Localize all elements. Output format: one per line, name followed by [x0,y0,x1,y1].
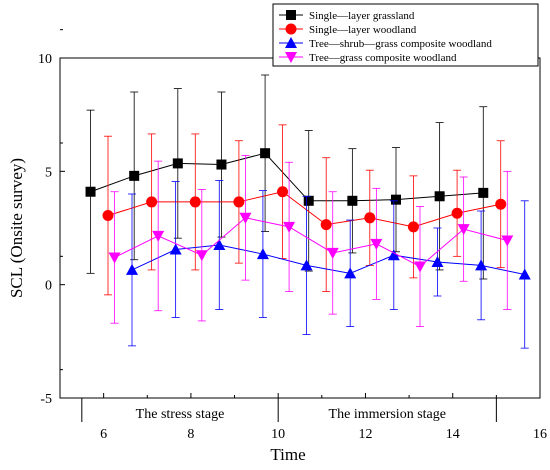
legend-swatch-marker [285,37,297,48]
data-point [189,196,201,208]
y-tick-label: 10 [38,52,52,67]
legend-label: Tree—shrub—grass composite woodland [309,38,492,50]
data-point [478,187,489,198]
data-point [102,210,114,222]
series-3 [108,155,514,328]
x-tick-label: 6 [100,427,107,442]
y-tick-label: 5 [45,165,52,180]
data-point [414,261,426,273]
y-tick-label: -5 [40,392,52,407]
data-point [451,207,463,219]
stage-label-immersion: The immersion stage [329,407,446,422]
data-point [320,219,332,231]
data-point [391,194,401,205]
data-point [326,247,339,259]
x-tick-label: 14 [446,427,460,442]
data-point [434,191,445,202]
x-tick-label: 10 [271,427,285,442]
data-point [518,268,531,280]
data-point [277,186,289,198]
series-2 [126,179,531,349]
data-point [501,235,514,247]
data-point [370,238,383,250]
y-axis-title: SCL (Onsite survey) [7,158,26,298]
data-point [146,196,158,208]
data-point [300,259,313,271]
data-point [256,248,269,260]
data-point [213,239,226,250]
legend-label: Single—layer woodland [309,24,417,36]
data-point [152,230,165,242]
legend-label: Tree—grass composite woodland [309,52,457,64]
data-point [172,158,183,169]
series-line [90,152,484,202]
data-point [495,198,507,210]
data-point [233,196,245,208]
legend-swatch-marker [285,23,297,35]
data-point [239,212,252,224]
data-point [344,267,357,279]
data-point [475,259,488,271]
data-point [457,224,470,236]
data-point [195,250,208,262]
data-point [129,170,140,181]
data-point [364,212,376,224]
legend-swatch-marker [286,10,296,20]
data-point [283,221,296,233]
data-point [407,221,419,233]
y-tick-label: 0 [45,279,52,294]
data-point [387,249,400,261]
x-tick-label: 8 [187,427,194,442]
legend-swatch-marker [285,52,297,63]
x-tick-label: 16 [533,427,547,442]
x-axis-title: Time [270,445,305,464]
legend-label: Single—layer grassland [309,10,415,22]
data-point [85,186,96,197]
data-point [169,243,182,255]
data-point [347,195,358,206]
data-point [303,195,314,206]
data-point [126,263,138,275]
data-point [431,256,444,267]
series-line [114,217,508,268]
stage-label-stress: The stress stage [136,407,225,422]
series-line [107,191,501,228]
x-tick-label: 12 [358,427,372,442]
data-point [216,159,227,170]
series-line [131,244,525,275]
series-1 [102,124,507,296]
data-point [260,148,271,159]
data-point [108,252,121,264]
legend-box [272,3,539,67]
series-0 [85,74,489,280]
